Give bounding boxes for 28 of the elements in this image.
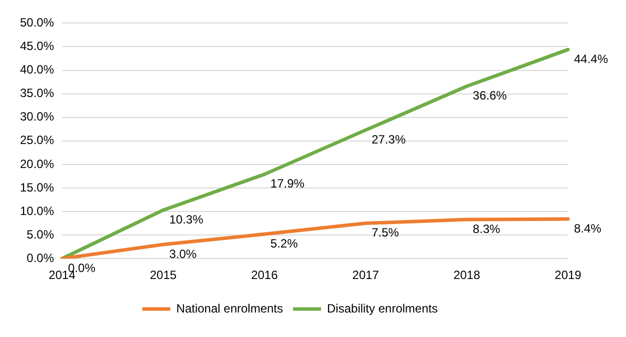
data-label: 7.5% bbox=[372, 226, 400, 240]
y-tick-label: 30.0% bbox=[20, 110, 54, 124]
x-tick-label: 2018 bbox=[453, 268, 480, 282]
y-tick-label: 0.0% bbox=[26, 250, 54, 265]
y-tick-label: 20.0% bbox=[20, 156, 54, 171]
x-tick-label: 2019 bbox=[554, 268, 582, 282]
y-tick-label: 50.0% bbox=[20, 16, 54, 30]
data-label: 36.6% bbox=[472, 88, 508, 103]
y-tick-label: 25.0% bbox=[20, 133, 54, 148]
x-tick-label: 2015 bbox=[150, 268, 177, 282]
y-tick-label: 45.0% bbox=[20, 39, 54, 54]
legend-label: National enrolments bbox=[176, 301, 284, 316]
x-tick-label: 2016 bbox=[251, 268, 278, 282]
data-label: 17.9% bbox=[270, 176, 305, 191]
y-tick-label: 15.0% bbox=[20, 180, 54, 194]
x-tick-label: 2017 bbox=[352, 268, 380, 282]
data-label: 8.4% bbox=[574, 221, 602, 236]
data-label: 8.3% bbox=[472, 222, 500, 236]
data-label: 3.0% bbox=[169, 246, 197, 261]
legend-label: Disability enrolments bbox=[327, 301, 438, 316]
data-label: 27.3% bbox=[372, 132, 406, 146]
y-tick-label: 35.0% bbox=[20, 86, 54, 100]
y-tick-label: 10.0% bbox=[20, 204, 54, 218]
data-label: 5.2% bbox=[270, 236, 298, 250]
data-label: 10.3% bbox=[169, 212, 204, 226]
y-tick-label: 40.0% bbox=[20, 62, 54, 77]
y-tick-label: 5.0% bbox=[26, 227, 54, 242]
data-label: 44.4% bbox=[574, 52, 608, 66]
